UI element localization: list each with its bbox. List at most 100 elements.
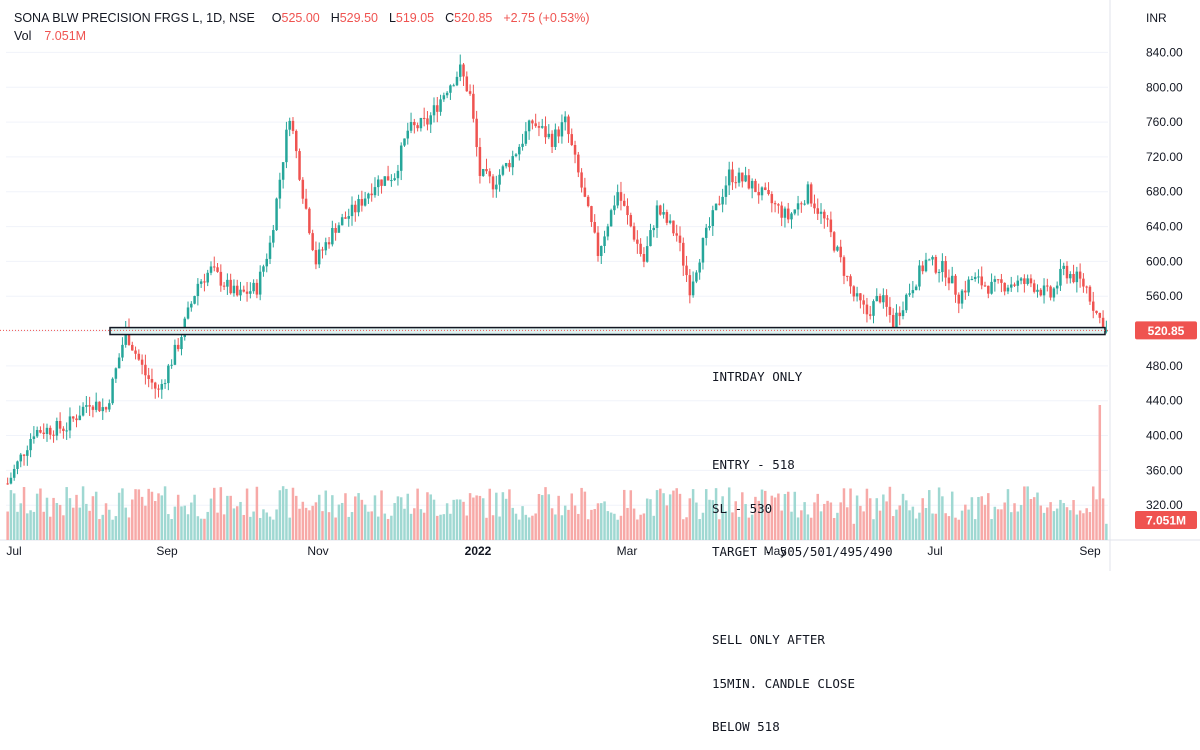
candle-body	[691, 281, 695, 296]
candle-body	[265, 258, 268, 267]
y-tick-label: 440.00	[1146, 394, 1183, 408]
volume-bar	[19, 503, 23, 540]
candle-body	[865, 304, 869, 315]
candle-body	[472, 93, 475, 119]
candle-body	[176, 344, 180, 350]
volume-bar	[386, 518, 390, 540]
candle-body	[180, 337, 183, 350]
volume-bar	[842, 488, 846, 540]
volume-bar	[127, 517, 131, 540]
candle-body	[75, 418, 78, 421]
volume-bar	[1042, 512, 1046, 540]
candle-body	[603, 236, 606, 246]
volume-bar	[537, 493, 541, 540]
candle-body	[272, 230, 275, 243]
volume-bar	[498, 516, 501, 540]
candlestick-chart[interactable]: 320.00360.00400.00440.00480.00520.00560.…	[0, 0, 1200, 571]
volume-bar	[809, 517, 813, 540]
candle-body	[921, 265, 924, 272]
candle-body	[193, 295, 196, 304]
candle-body	[642, 253, 646, 262]
volume-bar	[800, 510, 803, 540]
volume-bar	[1078, 510, 1082, 540]
volume-bar	[1016, 511, 1020, 540]
candle-body	[88, 405, 91, 407]
volume-bar	[924, 508, 928, 540]
volume-bar	[35, 493, 39, 540]
candle-body	[908, 293, 911, 295]
volume-bar	[370, 511, 373, 540]
annotation-line: TARGET - 505/501/495/490	[712, 544, 893, 560]
volume-bar	[547, 494, 551, 540]
candle-body	[249, 291, 252, 294]
candle-body	[511, 156, 514, 168]
candle-body	[914, 286, 918, 291]
volume-bar	[39, 488, 42, 540]
candle-body	[777, 204, 780, 206]
candle-body	[1026, 278, 1029, 284]
volume-bar	[534, 513, 537, 540]
volume-bar	[272, 519, 275, 540]
volume-bar	[711, 500, 715, 540]
candle-body	[239, 289, 242, 296]
volume-bar	[462, 501, 465, 540]
close-label: C	[445, 11, 455, 25]
candle-body	[819, 211, 823, 214]
volume-bar	[678, 493, 682, 540]
candle-body	[429, 115, 432, 125]
volume-bar	[790, 511, 793, 540]
candle-body	[590, 206, 593, 223]
volume-bar	[295, 495, 298, 540]
volume-bar	[1082, 513, 1085, 540]
volume-bar	[754, 496, 757, 540]
candle-body	[708, 226, 711, 228]
volume-bar	[249, 516, 252, 540]
volume-bar	[501, 492, 505, 540]
volume-bar	[1062, 503, 1065, 540]
candle-body	[140, 359, 144, 365]
candle-body	[163, 383, 167, 385]
volume-bar	[331, 495, 334, 540]
candle-body	[1069, 274, 1072, 279]
y-tick-label: 840.00	[1146, 45, 1183, 59]
candle-body	[941, 261, 944, 273]
candle-body	[970, 278, 974, 280]
candle-body	[153, 382, 157, 389]
candle-body	[311, 233, 314, 251]
volume-bar	[508, 489, 511, 540]
candle-body	[1039, 289, 1043, 296]
candle-body	[1078, 271, 1082, 279]
candle-body	[675, 233, 678, 236]
candle-body	[65, 430, 68, 432]
candle-body	[823, 211, 826, 219]
volume-bar	[567, 509, 570, 540]
candle-body	[373, 187, 377, 196]
candle-body	[698, 262, 701, 273]
volume-bar	[596, 503, 600, 540]
low-label: L	[388, 11, 396, 25]
y-tick-label: 800.00	[1146, 80, 1183, 94]
volume-bar	[639, 514, 642, 540]
candle-body	[806, 184, 810, 204]
candle-body	[711, 210, 715, 227]
volume-bar	[823, 503, 826, 540]
volume-bar	[885, 501, 888, 540]
volume-bar	[26, 513, 29, 540]
volume-bar	[383, 513, 387, 540]
y-tick-label: 600.00	[1146, 254, 1183, 268]
candle-body	[613, 205, 616, 211]
volume-bar	[88, 510, 91, 540]
volume-bar	[1088, 512, 1092, 540]
candle-body	[888, 306, 892, 315]
x-tick-label: 2022	[465, 544, 492, 558]
candle-body	[104, 407, 108, 410]
volume-bar	[970, 497, 974, 540]
volume-bar	[98, 519, 101, 540]
candle-body	[993, 279, 997, 282]
candle-body	[29, 438, 32, 451]
volume-bar	[6, 511, 9, 540]
volume-bar	[868, 498, 872, 540]
volume-bar	[1023, 486, 1026, 540]
volume-bar	[101, 514, 104, 540]
y-tick-label: 320.00	[1146, 498, 1183, 512]
